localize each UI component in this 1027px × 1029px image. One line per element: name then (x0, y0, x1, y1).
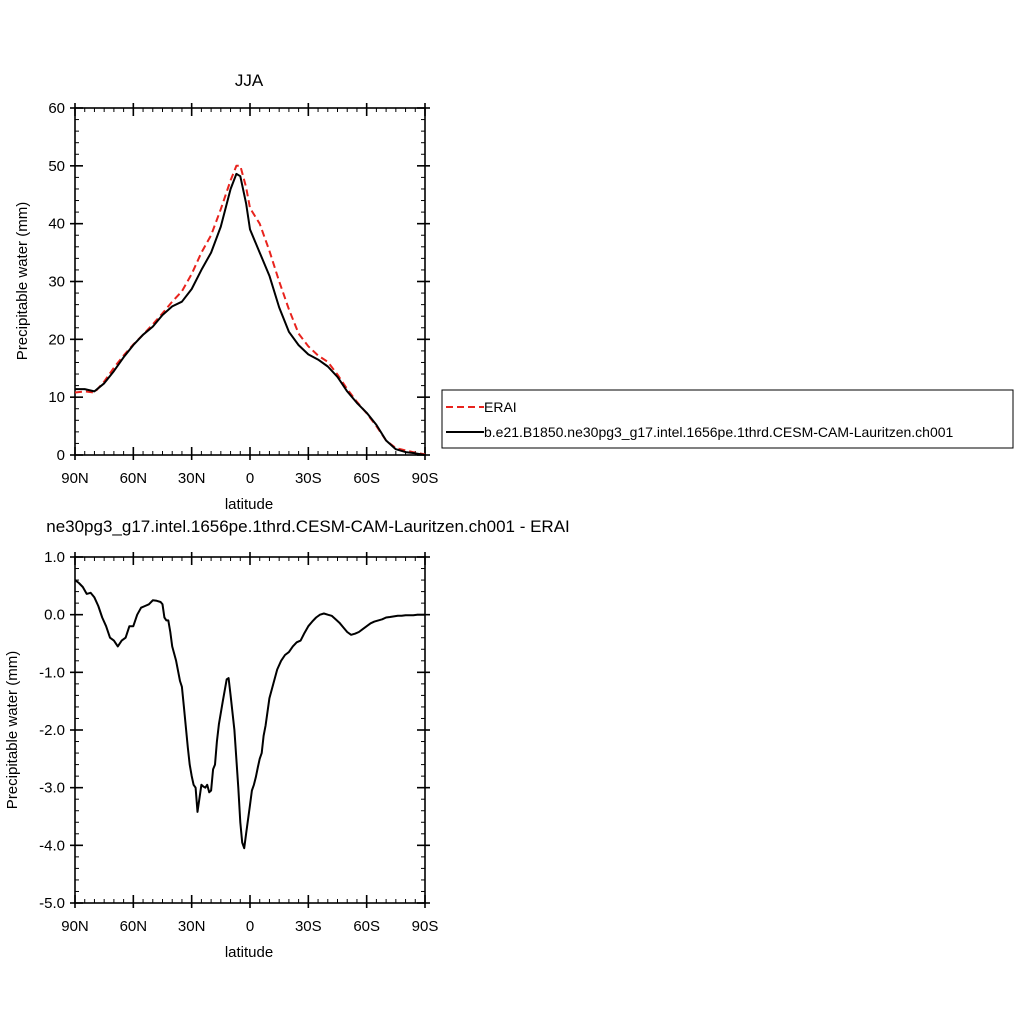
legend-label-erai: ERAI (484, 399, 517, 415)
axis-ticks: 90N 60N 30N 0 30S 60S 90S 0 10 20 30 40 50 60 (48, 100, 438, 487)
chart-title: JJA (235, 71, 264, 90)
y-tick-label: 0.0 (44, 607, 65, 624)
legend: ERAI b.e21.B1850.ne30pg3_g17.intel.1656p… (441, 389, 1014, 449)
x-tick-label: 90S (412, 470, 439, 487)
series-line-erai (74, 164, 426, 456)
x-tick-label: 30N (178, 918, 206, 935)
x-tick-label: 60N (120, 470, 148, 487)
x-tick-label: 60S (353, 470, 380, 487)
series-line-model (74, 579, 425, 850)
plot-frame (74, 556, 426, 904)
plot-frame (74, 107, 426, 456)
x-tick-label: 0 (246, 470, 254, 487)
x-tick-label: 0 (246, 918, 254, 935)
y-tick-label: 20 (48, 331, 65, 348)
chart-panel-bottom: ne30pg3_g17.intel.1656pe.1thrd.CESM-CAM-… (4, 517, 570, 961)
legend-box (441, 389, 1014, 449)
y-tick-label: 50 (48, 158, 65, 175)
chart-panel-top: JJA 90N 60N 30N 0 30S 60S 90S 0 10 20 30 40 50 60 lat… (14, 71, 438, 513)
legend-label-model: b.e21.B1850.ne30pg3_g17.intel.1656pe.1th… (484, 424, 954, 440)
y-tick-label: -5.0 (39, 895, 65, 912)
x-tick-label: 60N (120, 918, 148, 935)
y-tick-label: 0 (57, 447, 65, 464)
series-line-model (75, 172, 426, 456)
x-tick-label: 30S (295, 470, 322, 487)
x-tick-label: 90N (61, 470, 89, 487)
x-tick-label: 30S (295, 918, 322, 935)
series-layer (74, 164, 426, 456)
x-axis-label: latitude (225, 944, 273, 961)
y-tick-label: -2.0 (39, 722, 65, 739)
x-tick-label: 30N (178, 470, 206, 487)
y-tick-label: 60 (48, 100, 65, 117)
y-tick-label: 1.0 (44, 549, 65, 566)
y-tick-label: -1.0 (39, 664, 65, 681)
axis-ticks: 90N 60N 30N 0 30S 60S 90S 1.0 0.0 -1.0 -2.0 -3.0 -4.… (39, 549, 438, 935)
x-tick-label: 90S (412, 918, 439, 935)
series-layer (74, 579, 425, 850)
chart-title: ne30pg3_g17.intel.1656pe.1thrd.CESM-CAM-… (46, 517, 570, 536)
y-tick-label: -3.0 (39, 780, 65, 797)
y-tick-label: 40 (48, 216, 65, 233)
x-axis-label: latitude (225, 496, 273, 513)
y-tick-label: -4.0 (39, 837, 65, 854)
x-tick-label: 90N (61, 918, 89, 935)
y-tick-label: 30 (48, 274, 65, 291)
y-axis-label: Precipitable water (mm) (14, 202, 31, 360)
y-axis-label: Precipitable water (mm) (4, 651, 21, 809)
x-tick-label: 60S (353, 918, 380, 935)
y-tick-label: 10 (48, 389, 65, 406)
